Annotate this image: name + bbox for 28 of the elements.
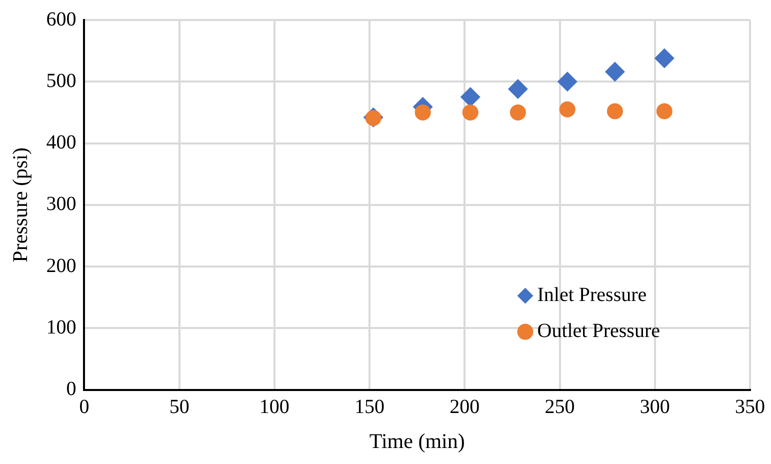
y-tick-label: 200 — [46, 254, 76, 277]
point — [559, 101, 576, 118]
x-tick-label: 100 — [259, 396, 290, 418]
y-tick-label: 0 — [66, 378, 76, 400]
y-tick-label: 600 — [46, 8, 76, 30]
legend-label: Inlet Pressure — [537, 284, 647, 306]
point — [604, 62, 625, 82]
legend-label: Outlet Pressure — [537, 320, 660, 342]
x-tick-label: 250 — [544, 396, 575, 418]
x-tick-label: 300 — [640, 396, 670, 418]
point — [606, 103, 623, 120]
point — [654, 48, 674, 68]
point — [510, 104, 526, 120]
x-axis-title: Time (min) — [369, 428, 465, 453]
x-tick-label: 50 — [169, 396, 190, 418]
point — [557, 72, 578, 92]
y-tick-label: 300 — [46, 193, 76, 216]
y-axis-title: Pressure (psi) — [8, 147, 32, 262]
point — [656, 103, 672, 120]
point — [414, 104, 431, 120]
y-tick-label: 400 — [46, 132, 76, 154]
point — [462, 104, 478, 120]
y-tick-label: 500 — [46, 70, 76, 92]
y-tick-label: 100 — [46, 316, 76, 338]
point — [508, 79, 528, 100]
x-tick-label: 150 — [354, 396, 385, 418]
x-tick-label: 200 — [450, 396, 480, 418]
x-tick-label: 350 — [735, 396, 765, 418]
